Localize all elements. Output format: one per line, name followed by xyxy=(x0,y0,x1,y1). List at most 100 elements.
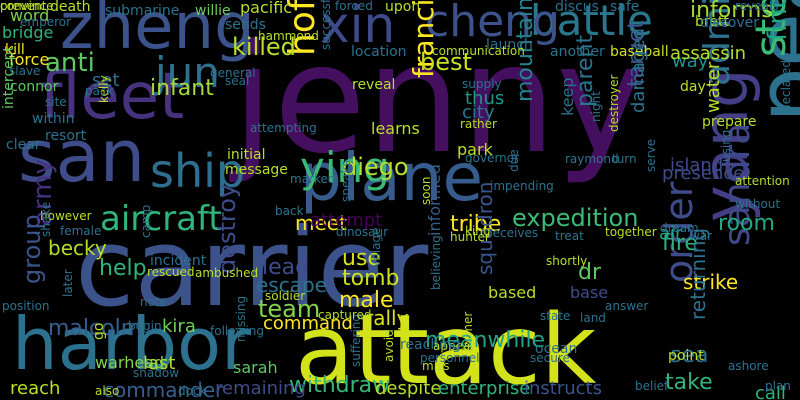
word-carrier: carrier xyxy=(75,206,429,331)
word-last: last xyxy=(143,353,176,374)
word-sarah: sarah xyxy=(233,358,278,377)
word-fire: fire xyxy=(662,231,698,256)
word-ambushed: ambushed xyxy=(195,266,259,280)
word-meet: meet xyxy=(295,211,347,235)
word-remaining: remaining xyxy=(215,378,306,399)
word-malcolm: malcolm xyxy=(48,316,143,341)
word-soon: soon xyxy=(419,176,433,205)
word-begin: begin xyxy=(128,319,162,333)
word-state: state xyxy=(540,309,571,323)
word-another: another xyxy=(550,44,605,60)
word-dr: dr xyxy=(578,260,602,285)
word-treat: treat xyxy=(555,229,584,243)
word-rally: rally xyxy=(365,306,409,330)
word-war: war xyxy=(690,229,713,243)
word-informs: informs xyxy=(690,0,773,23)
word-location: location xyxy=(351,44,407,60)
word-air: air xyxy=(659,223,683,244)
word-attempting: attempting xyxy=(250,121,317,135)
word-lead: lead xyxy=(262,255,310,280)
word-enterprise: enterprise xyxy=(438,378,531,399)
word-jun: jun xyxy=(155,48,220,97)
word-discus: discus xyxy=(555,0,599,15)
word-personnel: personnel xyxy=(420,351,480,365)
word-connor: connor xyxy=(10,79,59,95)
word-thus: thus xyxy=(465,88,505,109)
word-plane: plane xyxy=(300,139,484,216)
word-ocean: ocean xyxy=(535,341,578,357)
word-dinosaur: dinosaur xyxy=(336,225,389,239)
word-damaged: damaged xyxy=(628,28,649,113)
word-attention: attention xyxy=(735,174,790,188)
word-word: word xyxy=(10,6,50,25)
word-dock: dock xyxy=(178,384,207,398)
word-san: san xyxy=(18,114,146,198)
word-learns: learns xyxy=(371,119,420,138)
word-battle: battle xyxy=(530,0,653,45)
word-brett: brett xyxy=(695,14,729,30)
word-infant: infant xyxy=(150,76,214,101)
word-force: force xyxy=(9,50,50,69)
word-best: best xyxy=(420,48,472,76)
word-reveal: reveal xyxy=(352,77,396,93)
word-aircraft: aircraft xyxy=(100,199,222,239)
word-shortly: shortly xyxy=(546,254,588,268)
word-despite: despite xyxy=(375,378,442,399)
word-message: message xyxy=(225,162,288,178)
word-belief: belief xyxy=(635,379,669,393)
word-using: using xyxy=(719,129,733,162)
word-tribe: tribe xyxy=(450,212,502,237)
word-destroyer: destroyer xyxy=(607,74,621,132)
word-rescued: rescued xyxy=(147,265,195,279)
word-discover: discover xyxy=(700,15,759,31)
word-due: due xyxy=(507,149,521,172)
word-withdraw: withdraw xyxy=(289,373,391,398)
word-secure: secure xyxy=(530,351,570,365)
word-together: together xyxy=(605,225,657,239)
word-jenny: jenny xyxy=(232,13,645,187)
word-general: general xyxy=(210,66,256,80)
word-help: help xyxy=(99,256,147,281)
word-go: go xyxy=(91,322,107,340)
word-resort: resort xyxy=(45,128,87,144)
word-reveals: reveals xyxy=(735,0,779,13)
word-receives: receives xyxy=(488,226,539,240)
word-land: land xyxy=(580,311,606,325)
word-female: female xyxy=(60,224,102,238)
word-becky: becky xyxy=(48,236,107,260)
word-launch: launch xyxy=(486,37,533,53)
word-impending: impending xyxy=(490,179,554,193)
word-attack: attack xyxy=(295,294,597,400)
word-emperor: emperor xyxy=(20,15,72,29)
word-set: set xyxy=(92,70,120,91)
word-point: point xyxy=(668,348,704,364)
word-commander: commander xyxy=(103,378,224,400)
word-keep: keep xyxy=(558,77,577,116)
word-based: based xyxy=(488,283,537,302)
word-captured: captured xyxy=(318,308,372,322)
word-turn: turn xyxy=(612,152,637,166)
word-answer: answer xyxy=(605,299,649,313)
word-reaching: reaching xyxy=(400,337,461,353)
word-meanwhile: meanwhile xyxy=(425,328,546,353)
word-back: back xyxy=(275,204,304,218)
word-position: position xyxy=(2,299,50,313)
word-city: city xyxy=(462,102,495,123)
word-escape: escape xyxy=(256,273,327,297)
word-believing: believing xyxy=(429,235,443,290)
word-speaks: speaks xyxy=(339,160,353,202)
word-former: former xyxy=(461,311,475,352)
word-intercept: intercept xyxy=(1,46,17,109)
word-call: call xyxy=(755,383,786,400)
word-take: take xyxy=(665,370,713,395)
word-village: village xyxy=(369,227,383,267)
word-anti: anti xyxy=(45,48,95,78)
word-supply: supply xyxy=(462,77,502,91)
word-without: without xyxy=(735,197,781,211)
word-tomb: tomb xyxy=(342,266,400,291)
word-water: water xyxy=(703,61,724,113)
word-safe: safe xyxy=(610,0,640,15)
word-site: site xyxy=(45,95,67,109)
word-killed: killed xyxy=(232,33,296,61)
word-upon: upon xyxy=(385,0,421,15)
